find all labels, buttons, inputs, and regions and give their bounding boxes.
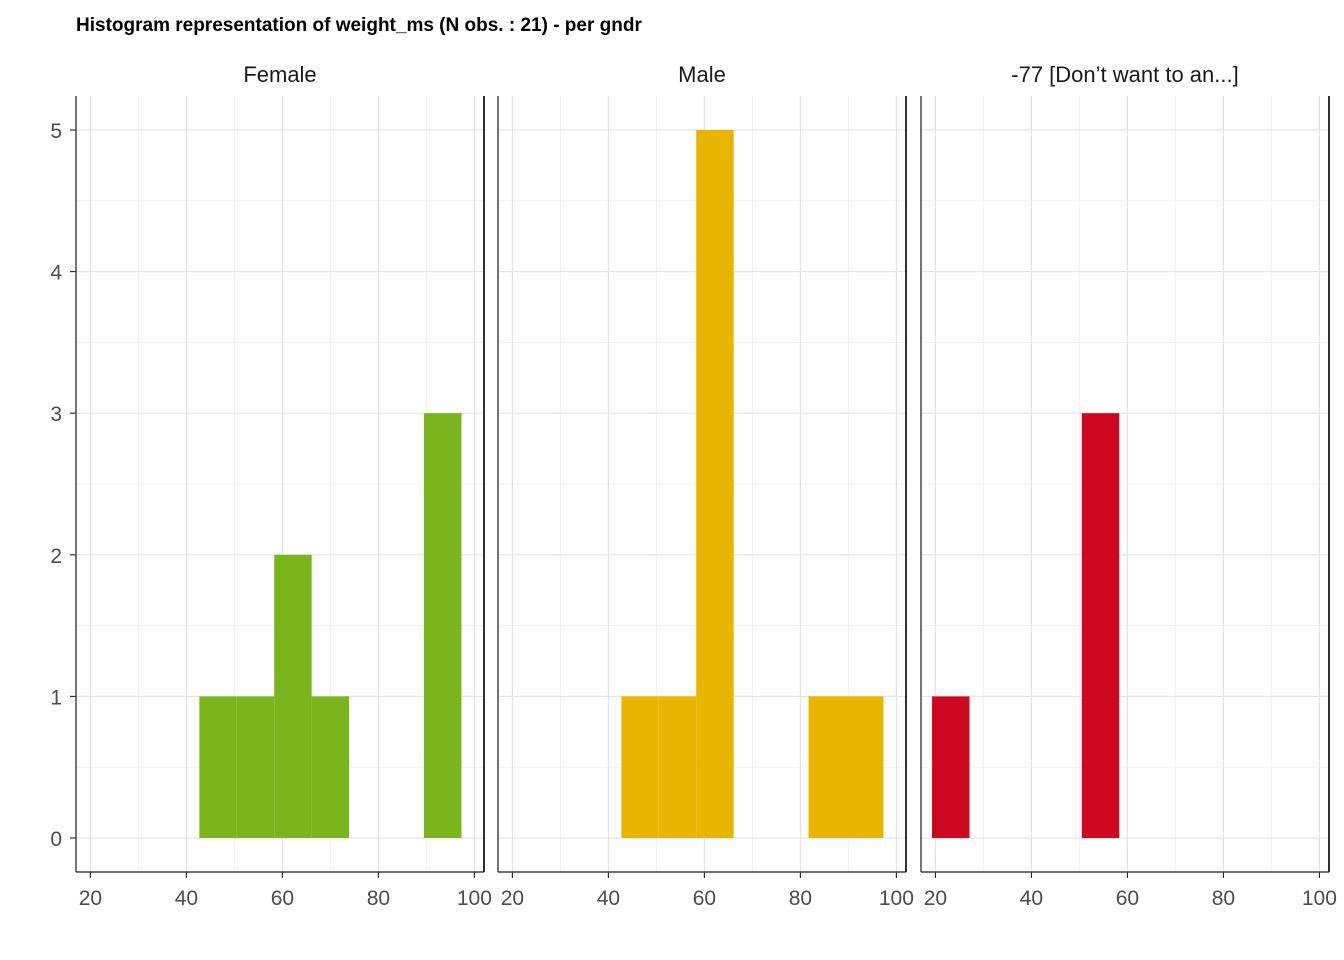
facet-panel: Female 20 40 60 80 100 0 1 2 3 4 5 bbox=[50, 62, 492, 910]
x-tick-label: 80 bbox=[789, 887, 812, 910]
x-tick-label: 60 bbox=[693, 887, 716, 910]
x-tick-label: 40 bbox=[175, 887, 198, 910]
histogram-bar bbox=[311, 696, 350, 839]
histogram-bar bbox=[658, 696, 697, 839]
x-tick-label: 60 bbox=[271, 887, 294, 910]
histogram-bar bbox=[274, 554, 312, 839]
histogram-bar bbox=[932, 696, 970, 839]
x-tick-label: 40 bbox=[1020, 887, 1043, 910]
histogram-bar bbox=[846, 696, 884, 839]
facet-panel: -77 [Don’t want to an...] 20 40 60 80 100 bbox=[920, 62, 1337, 910]
facet-strip-label: Male bbox=[678, 62, 726, 87]
x-tick-label: 100 bbox=[1302, 887, 1337, 910]
y-tick-label: 2 bbox=[50, 545, 62, 568]
histogram-bar bbox=[424, 413, 462, 839]
histogram-bar bbox=[696, 129, 734, 839]
histogram-bar bbox=[199, 696, 237, 839]
histogram-bar bbox=[808, 696, 846, 839]
x-tick-label: 40 bbox=[597, 887, 620, 910]
y-tick-label: 4 bbox=[50, 262, 62, 285]
x-tick-label: 20 bbox=[501, 887, 524, 910]
facet-strip-label: -77 [Don’t want to an...] bbox=[1011, 62, 1238, 87]
x-tick-label: 80 bbox=[367, 887, 390, 910]
facet-panel: Male 20 40 60 80 100 bbox=[497, 62, 914, 910]
x-tick-label: 100 bbox=[879, 887, 914, 910]
y-tick-label: 0 bbox=[50, 828, 62, 851]
x-tick-label: 20 bbox=[79, 887, 102, 910]
y-tick-label: 3 bbox=[50, 403, 62, 426]
facet-strip-label: Female bbox=[243, 62, 316, 87]
histogram-bar bbox=[621, 696, 659, 839]
chart-title: Histogram representation of weight_ms (N… bbox=[76, 15, 642, 36]
x-tick-label: 100 bbox=[457, 887, 492, 910]
y-tick-label: 1 bbox=[50, 686, 62, 709]
histogram-bar bbox=[1081, 413, 1120, 839]
x-tick-label: 60 bbox=[1116, 887, 1139, 910]
histogram-bar bbox=[236, 696, 275, 839]
x-tick-label: 20 bbox=[924, 887, 947, 910]
y-tick-label: 5 bbox=[50, 120, 62, 143]
x-tick-label: 80 bbox=[1212, 887, 1235, 910]
